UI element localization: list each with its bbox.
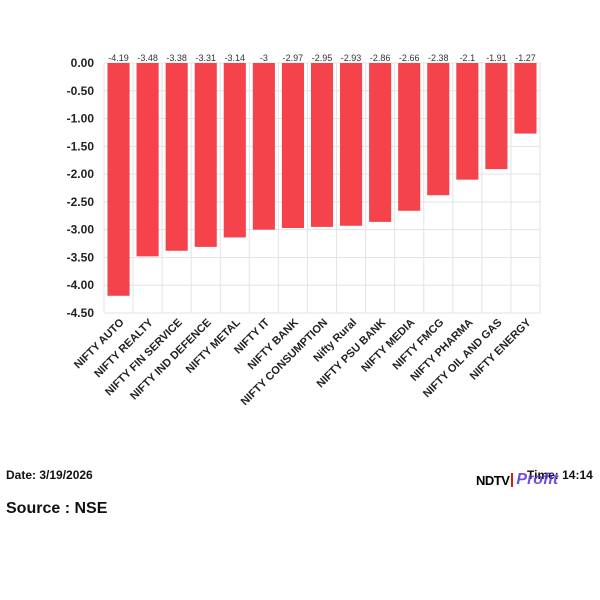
- ndtv-profit-logo: NDTV Profit: [476, 470, 558, 490]
- data-label: -3.14: [225, 53, 246, 63]
- data-label: -2.1: [460, 53, 476, 63]
- y-tick-label: 0.00: [71, 56, 95, 70]
- y-tick-label: -0.50: [67, 84, 95, 98]
- data-label: -2.38: [428, 53, 449, 63]
- y-tick-label: -3.50: [67, 250, 95, 264]
- time-label: Time: 14:14: [527, 468, 593, 482]
- source-label: Source : NSE: [6, 500, 108, 517]
- logo-divider: [511, 473, 514, 487]
- data-label: -2.86: [370, 53, 391, 63]
- bar: [165, 63, 188, 251]
- logo-ndtv-text: NDTV: [476, 472, 511, 488]
- y-tick-label: -2.00: [67, 167, 95, 181]
- date-label: Date: 3/19/2026: [6, 468, 93, 482]
- logo-profit-text: Profit: [516, 471, 559, 488]
- bar: [107, 63, 130, 296]
- bar: [310, 63, 334, 227]
- y-tick-label: -1.50: [67, 139, 95, 153]
- data-label: -3.48: [137, 53, 158, 63]
- bar-chart: 0.00 -0.50 -1.00 -1.50 -2.00 -2.50 -3.00 -3.50 -…: [67, 53, 541, 408]
- data-label: -1.91: [486, 53, 507, 63]
- data-label: -2.66: [399, 53, 420, 63]
- bar: [514, 63, 537, 134]
- data-label: -3: [260, 53, 268, 63]
- data-label: -1.27: [515, 53, 536, 63]
- y-tick-label: -4.50: [67, 306, 95, 320]
- data-label: -2.97: [283, 53, 304, 63]
- y-tick-label: -4.00: [67, 278, 95, 292]
- data-label: -2.95: [312, 53, 333, 63]
- bar: [456, 63, 479, 180]
- y-tick-label: -2.50: [67, 195, 95, 209]
- data-label: -4.19: [108, 53, 129, 63]
- bar: [252, 63, 275, 230]
- data-label: -3.38: [166, 53, 187, 63]
- bar: [223, 63, 246, 238]
- bar: [281, 63, 304, 228]
- bar: [194, 63, 217, 247]
- bar: [369, 63, 392, 222]
- bar: [485, 63, 508, 170]
- data-label: -3.31: [195, 53, 216, 63]
- y-tick-label: -3.00: [67, 223, 95, 237]
- bar: [136, 63, 159, 257]
- data-label: -2.93: [341, 53, 362, 63]
- bar: [398, 63, 421, 211]
- bar: [427, 63, 450, 196]
- bar: [340, 63, 363, 226]
- y-tick-label: -1.00: [67, 112, 95, 126]
